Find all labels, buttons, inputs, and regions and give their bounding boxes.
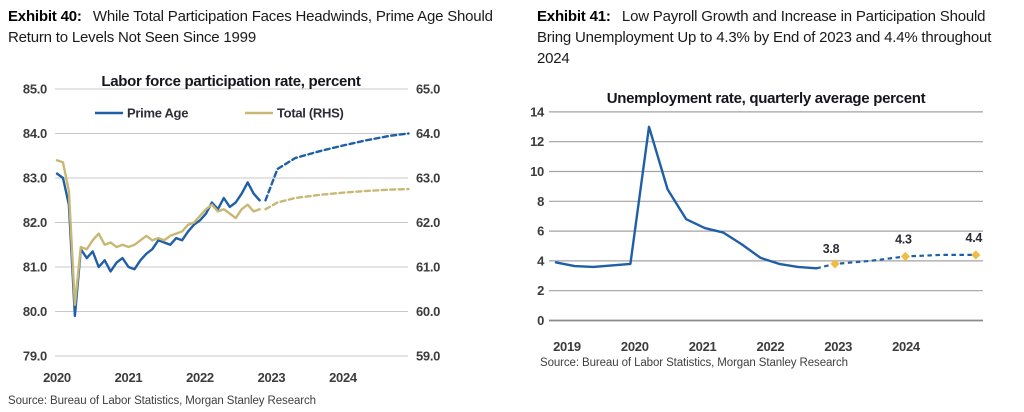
x-axis-label: 2024	[892, 339, 921, 354]
exhibit-41-label: Exhibit 41:	[537, 8, 618, 25]
exhibit-40-label: Exhibit 40:	[8, 8, 89, 25]
x-axis-label: 2022	[757, 339, 785, 354]
labor-force-participation-chart: 85.0 65.0 84.0 64.0 83.0 63.0 82.0 62.0 81.0 61.0…	[23, 73, 441, 385]
legend-label-total: Total (RHS)	[277, 106, 344, 121]
x-axis-label: 2021	[689, 339, 717, 354]
x-axis-label: 2024	[329, 370, 358, 385]
left-axis-label: 81.0	[23, 260, 47, 275]
exhibit-40-title-text: While Total Participation Faces Headwind…	[8, 8, 493, 46]
right-axis-label: 62.0	[416, 215, 440, 230]
forecast-value-label: 3.8	[823, 242, 840, 256]
right-axis-label: 60.0	[416, 304, 440, 319]
prime-age-forecast-line	[264, 132, 410, 202]
left-axis-label: 84.0	[23, 126, 47, 141]
legend-label-prime-age: Prime Age	[127, 106, 188, 121]
left-axis-label: 82.0	[23, 215, 47, 230]
x-axis-label: 2020	[43, 370, 71, 385]
forecast-marker	[971, 250, 981, 260]
exhibit-41-source: Source: Bureau of Labor Statistics, Morg…	[540, 357, 848, 369]
exhibit-40-source: Source: Bureau of Labor Statistics, Morg…	[8, 395, 316, 407]
y-axis-label: 12	[530, 134, 544, 149]
right-axis-label: 65.0	[416, 82, 440, 97]
y-axis-label: 2	[537, 283, 544, 298]
forecast-value-label: 4.4	[966, 231, 983, 245]
unemployment-line	[554, 125, 818, 270]
prime-age-line	[55, 172, 261, 318]
forecast-marker	[900, 251, 910, 262]
forecast-marker	[830, 259, 840, 269]
chart-title: Unemployment rate, quarterly average per…	[607, 90, 926, 107]
unemployment-rate-chart: 14 12 10 8 6 4 2 0 2019 2020 2021 2022 2023 2024 Unemp…	[530, 90, 983, 354]
exhibit-41-title: Exhibit 41: Low Payroll Growth and Incre…	[537, 6, 1019, 69]
chart-title: Labor force participation rate, percent	[101, 73, 360, 90]
left-axis-label: 80.0	[23, 304, 47, 319]
x-axis-label: 2023	[258, 370, 286, 385]
exhibit-40-title: Exhibit 40: While Total Participation Fa…	[8, 6, 508, 48]
y-axis-label: 8	[537, 194, 544, 209]
unemployment-forecast-line	[816, 253, 976, 270]
right-axis-label: 59.0	[416, 349, 440, 364]
y-axis-label: 4	[537, 253, 545, 268]
y-axis-label: 10	[530, 164, 544, 179]
x-axis-label: 2021	[115, 370, 143, 385]
y-axis-label: 14	[530, 104, 545, 119]
right-axis-label: 64.0	[416, 126, 440, 141]
x-axis-label: 2023	[824, 339, 852, 354]
right-axis-label: 63.0	[416, 171, 440, 186]
total-line	[55, 158, 261, 307]
right-axis-label: 61.0	[416, 260, 440, 275]
exhibit-41-title-text: Low Payroll Growth and Increase in Parti…	[537, 8, 992, 67]
left-axis-label: 83.0	[23, 171, 47, 186]
x-axis-label: 2019	[553, 339, 581, 354]
left-axis-label: 85.0	[23, 82, 47, 97]
x-axis-label: 2022	[186, 370, 214, 385]
total-forecast-line	[264, 187, 410, 211]
y-axis-label: 0	[537, 313, 544, 328]
forecast-value-label: 4.3	[895, 232, 912, 246]
left-axis-label: 79.0	[23, 349, 47, 364]
x-axis-label: 2020	[621, 339, 649, 354]
y-axis-label: 6	[537, 224, 544, 239]
